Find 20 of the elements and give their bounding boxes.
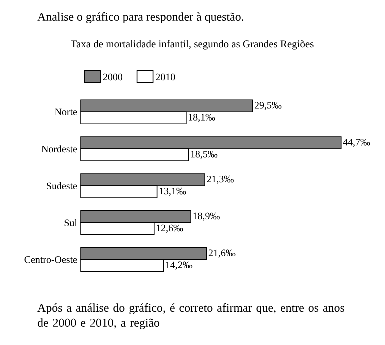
data-label: 29,5‰ [254,102,282,110]
y-tick-label: Sudeste [47,182,78,190]
data-label: 18,9‰ [194,212,220,222]
data-label: 18,1‰ [189,114,216,122]
data-label: 14,2‰ [166,262,193,270]
legend-label: 2010 [156,74,176,81]
text: Analise o gráfico para responder à questão. [38,12,244,24]
data-label: 21,3‰ [207,176,234,184]
data-label: 13,1‰ [160,188,186,196]
y-tick-label: Sul [64,219,78,226]
data-label: 18,5‰ [191,151,218,160]
legend-label: 2000 [103,74,123,81]
data-label: 21,6‰ [208,250,236,258]
y-tick-label: Norte [55,108,78,116]
data-label: 44,7‰ [343,139,370,148]
y-tick-label: Nordeste [42,146,78,153]
y-tick-label: Centro-Oeste [24,256,78,264]
chart-title: Taxa de mortalidade infantil, segundo as Grandes Regiões [71,40,314,50]
data-label: 12,6‰ [156,224,184,234]
text: Após a análise do gráfico, é correto afirmar que, entre os anos de 2000 e 2010, a região [38,304,345,330]
